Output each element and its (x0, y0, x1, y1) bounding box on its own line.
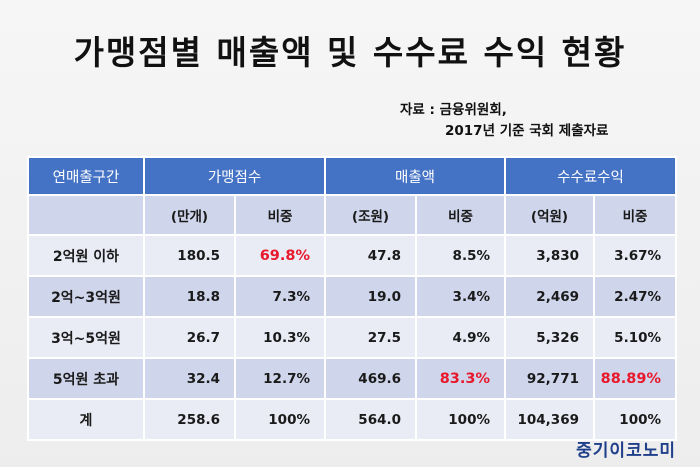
table-cell: 26.7 (143, 316, 236, 359)
table-cell: 2,469 (504, 275, 595, 318)
table-cell: 100% (415, 398, 506, 441)
table-cell: 18.8 (143, 275, 236, 318)
table-cell: 2.47% (592, 275, 678, 318)
row-label: 3억~5억원 (27, 316, 145, 359)
table-cell: 27.5 (324, 316, 417, 359)
sub-header-row: (만개) 비중 (조원) 비중 (억원) 비중 (27, 194, 678, 236)
source-line-2: 2017년 기준 국회 제출자료 (445, 123, 609, 139)
page-title: 가맹점별 매출액 및 수수료 수익 현황 (73, 33, 627, 72)
table-row: 2억~3억원 18.8 7.3% 19.0 3.4% 2,469 2.47% (27, 275, 678, 318)
table-cell: 4.9% (415, 316, 506, 359)
row-label: 2억원 이하 (27, 234, 145, 277)
table-cell: 83.3% (415, 357, 506, 400)
table-cell: 469.6 (324, 357, 417, 400)
table-cell: 100% (592, 398, 678, 441)
table-row: 2억원 이하 180.5 69.8% 47.8 8.5% 3,830 3.67% (27, 234, 678, 277)
table-cell: 3.67% (592, 234, 678, 277)
table-cell: 47.8 (324, 234, 417, 277)
sub-header-cell: 비중 (415, 194, 506, 236)
table-cell: 92,771 (504, 357, 595, 400)
table-cell: 8.5% (415, 234, 506, 277)
revenue-fee-table: 연매출구간 가맹점수 매출액 수수료수익 (만개) 비중 (조원) 비중 (억원… (27, 156, 678, 441)
table-row: 계 258.6 100% 564.0 100% 104,369 100% (27, 398, 678, 441)
header-revenue-range: 연매출구간 (27, 156, 145, 196)
table-row: 5억원 초과 32.4 12.7% 469.6 83.3% 92,771 88.89% (27, 357, 678, 400)
sub-header-cell: 비중 (234, 194, 326, 236)
row-label: 5억원 초과 (27, 357, 145, 400)
header-store-count: 가맹점수 (143, 156, 326, 196)
table-cell: 258.6 (143, 398, 236, 441)
sub-header-cell (27, 194, 145, 236)
sub-header-cell: 비중 (592, 194, 678, 236)
table-cell: 19.0 (324, 275, 417, 318)
table-cell: 5.10% (592, 316, 678, 359)
table-cell: 69.8% (234, 234, 326, 277)
table-cell: 88.89% (592, 357, 678, 400)
table-cell: 12.7% (234, 357, 326, 400)
sub-header-cell: (만개) (143, 194, 236, 236)
table-cell: 564.0 (324, 398, 417, 441)
table-cell: 7.3% (234, 275, 326, 318)
table-row: 3억~5억원 26.7 10.3% 27.5 4.9% 5,326 5.10% (27, 316, 678, 359)
table-cell: 5,326 (504, 316, 595, 359)
table-cell: 100% (234, 398, 326, 441)
table-cell: 32.4 (143, 357, 236, 400)
table-cell: 3.4% (415, 275, 506, 318)
table-cell: 104,369 (504, 398, 595, 441)
table-cell: 180.5 (143, 234, 236, 277)
sub-header-cell: (조원) (324, 194, 417, 236)
row-label: 계 (27, 398, 145, 441)
header-sales: 매출액 (324, 156, 506, 196)
table-cell: 3,830 (504, 234, 595, 277)
table-cell: 10.3% (234, 316, 326, 359)
brand-logo-text: 중기이코노미 (576, 441, 676, 461)
sub-header-cell: (억원) (504, 194, 595, 236)
header-fee-revenue: 수수료수익 (503, 156, 678, 196)
source-note: 자료 : 금융위원회, 2017년 기준 국회 제출자료 (400, 100, 608, 142)
row-label: 2억~3억원 (27, 275, 145, 318)
source-line-1: 자료 : 금융위원회, (400, 102, 507, 118)
